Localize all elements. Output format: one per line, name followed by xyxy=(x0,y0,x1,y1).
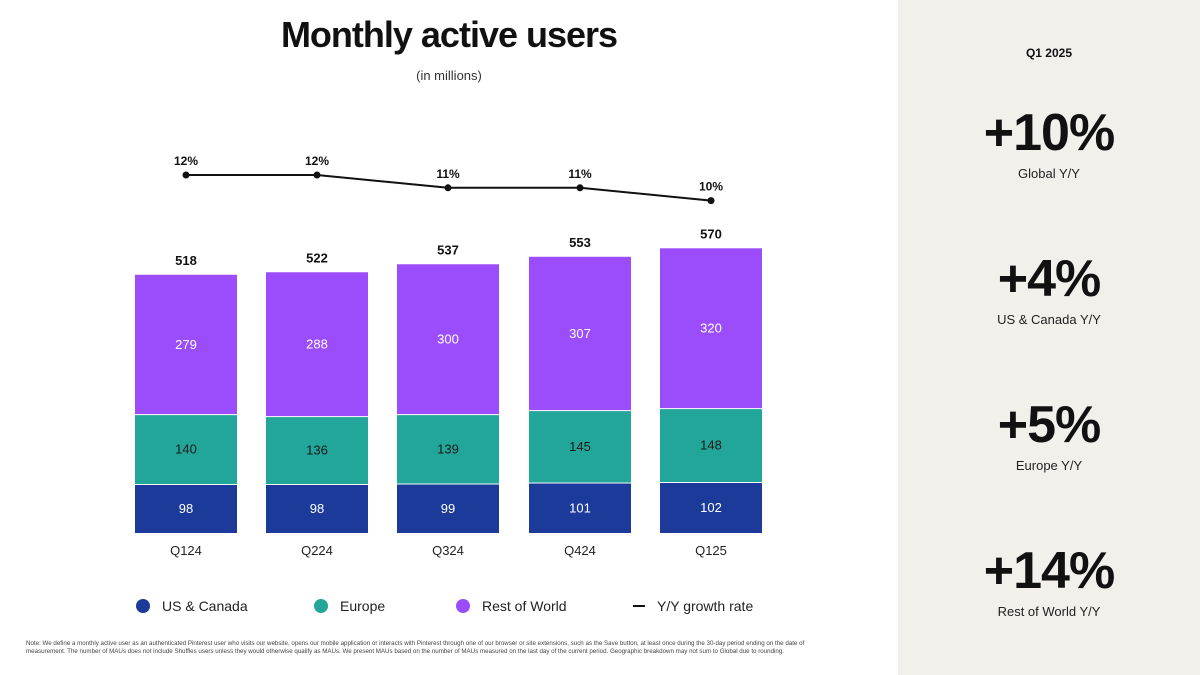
bar-total-label: 537 xyxy=(437,242,459,257)
bar-segment-rest-of-world xyxy=(397,264,499,415)
x-tick-label: Q124 xyxy=(170,543,202,558)
stat-label: Rest of World Y/Y xyxy=(997,604,1101,619)
legend-label: Y/Y growth rate xyxy=(657,598,754,614)
growth-rate-point xyxy=(444,184,452,192)
summary-panel: Q1 2025 +10% Global Y/Y +4% US & Canada … xyxy=(898,0,1200,675)
bar-segment-rest-of-world xyxy=(529,256,631,411)
x-tick-label: Q224 xyxy=(301,543,333,558)
legend-label: US & Canada xyxy=(162,598,248,614)
legend-item-growth-rate: Y/Y growth rate xyxy=(633,598,753,614)
legend-swatch-us-canada xyxy=(136,599,150,613)
x-tick-label: Q125 xyxy=(695,543,727,558)
x-tick-label: Q424 xyxy=(564,543,596,558)
x-tick-label: Q324 xyxy=(432,543,464,558)
stat-value: +5% xyxy=(997,396,1102,454)
chart-subtitle: (in millions) xyxy=(416,68,482,83)
bar-total-label: 570 xyxy=(700,226,722,241)
stat-europe: +5% Europe Y/Y xyxy=(898,398,1200,473)
growth-rate-label: 12% xyxy=(305,154,329,168)
bar-value-label: 136 xyxy=(306,443,328,458)
bar-segment-us-canada xyxy=(529,482,631,533)
growth-rate-label: 10% xyxy=(699,180,723,194)
bar-segment-us-canada xyxy=(135,484,237,533)
chart-title: Monthly active users xyxy=(280,14,618,55)
stat-label: US & Canada Y/Y xyxy=(997,312,1101,327)
stat-us-canada: +4% US & Canada Y/Y xyxy=(898,252,1200,327)
bar-value-label: 99 xyxy=(441,501,455,516)
footnote: Note: We define a monthly active user as… xyxy=(26,640,805,655)
bar-total-label: 518 xyxy=(175,253,197,268)
legend-label: Rest of World xyxy=(482,598,567,614)
stat-label: Europe Y/Y xyxy=(1015,458,1083,473)
bar-segment-us-canada xyxy=(266,484,368,533)
growth-rate-label: 12% xyxy=(174,154,198,168)
bar-total-label: 522 xyxy=(306,250,328,265)
stat-global: +10% Global Y/Y xyxy=(898,106,1200,181)
stat-value: +14% xyxy=(983,542,1115,600)
bar-value-label: 320 xyxy=(700,321,722,336)
bar-segment-rest-of-world xyxy=(266,272,368,417)
growth-rate-point xyxy=(313,171,321,179)
legend-item-us-canada: US & Canada xyxy=(136,598,248,614)
chart-legend: US & Canada Europe Rest of World Y/Y gro… xyxy=(0,598,898,618)
bar-value-label: 98 xyxy=(179,501,193,516)
bar-segment-us-canada xyxy=(397,483,499,533)
bar-value-label: 288 xyxy=(306,337,328,352)
mau-chart: 98 140 279 518 Q124 98 136 288 522 Q224 99 139 300 53… xyxy=(135,154,762,558)
growth-rate-label: 11% xyxy=(568,167,592,181)
chart-panel: Monthly active users (in millions) 98 140… xyxy=(0,14,898,655)
bar-segment-europe xyxy=(529,410,631,483)
growth-rate-label: 11% xyxy=(436,167,460,181)
bar-segment-us-canada xyxy=(660,482,762,533)
bar-segment-europe xyxy=(397,414,499,484)
period-label: Q1 2025 xyxy=(1025,46,1073,60)
legend-swatch-growth-rate xyxy=(633,605,645,607)
legend-swatch-europe xyxy=(314,599,328,613)
legend-swatch-rest-of-world xyxy=(456,599,470,613)
bar-segment-rest-of-world xyxy=(135,274,237,415)
bar-value-label: 145 xyxy=(569,439,591,454)
bar-value-label: 279 xyxy=(175,337,197,352)
bar-value-label: 101 xyxy=(569,500,591,515)
bar-value-label: 307 xyxy=(569,326,591,341)
growth-rate-point xyxy=(707,197,715,205)
bar-value-label: 140 xyxy=(175,442,197,457)
legend-item-rest-of-world: Rest of World xyxy=(456,598,567,614)
bar-segment-rest-of-world xyxy=(660,248,762,409)
stat-value: +4% xyxy=(997,250,1102,308)
stat-value: +10% xyxy=(983,104,1115,162)
bar-total-label: 553 xyxy=(569,235,591,250)
bar-segment-europe xyxy=(660,408,762,483)
bar-segment-europe xyxy=(266,416,368,485)
stat-rest-of-world: +14% Rest of World Y/Y xyxy=(898,544,1200,619)
growth-rate-point xyxy=(576,184,584,192)
bar-value-label: 102 xyxy=(700,500,722,515)
bar-value-label: 148 xyxy=(700,438,722,453)
bar-value-label: 98 xyxy=(310,501,324,516)
growth-rate-point xyxy=(182,171,190,179)
bar-value-label: 139 xyxy=(437,441,459,456)
legend-item-europe: Europe xyxy=(314,598,385,614)
bar-value-label: 300 xyxy=(437,332,459,347)
stat-label: Global Y/Y xyxy=(1018,166,1080,181)
legend-label: Europe xyxy=(340,598,386,614)
bar-segment-europe xyxy=(135,414,237,485)
